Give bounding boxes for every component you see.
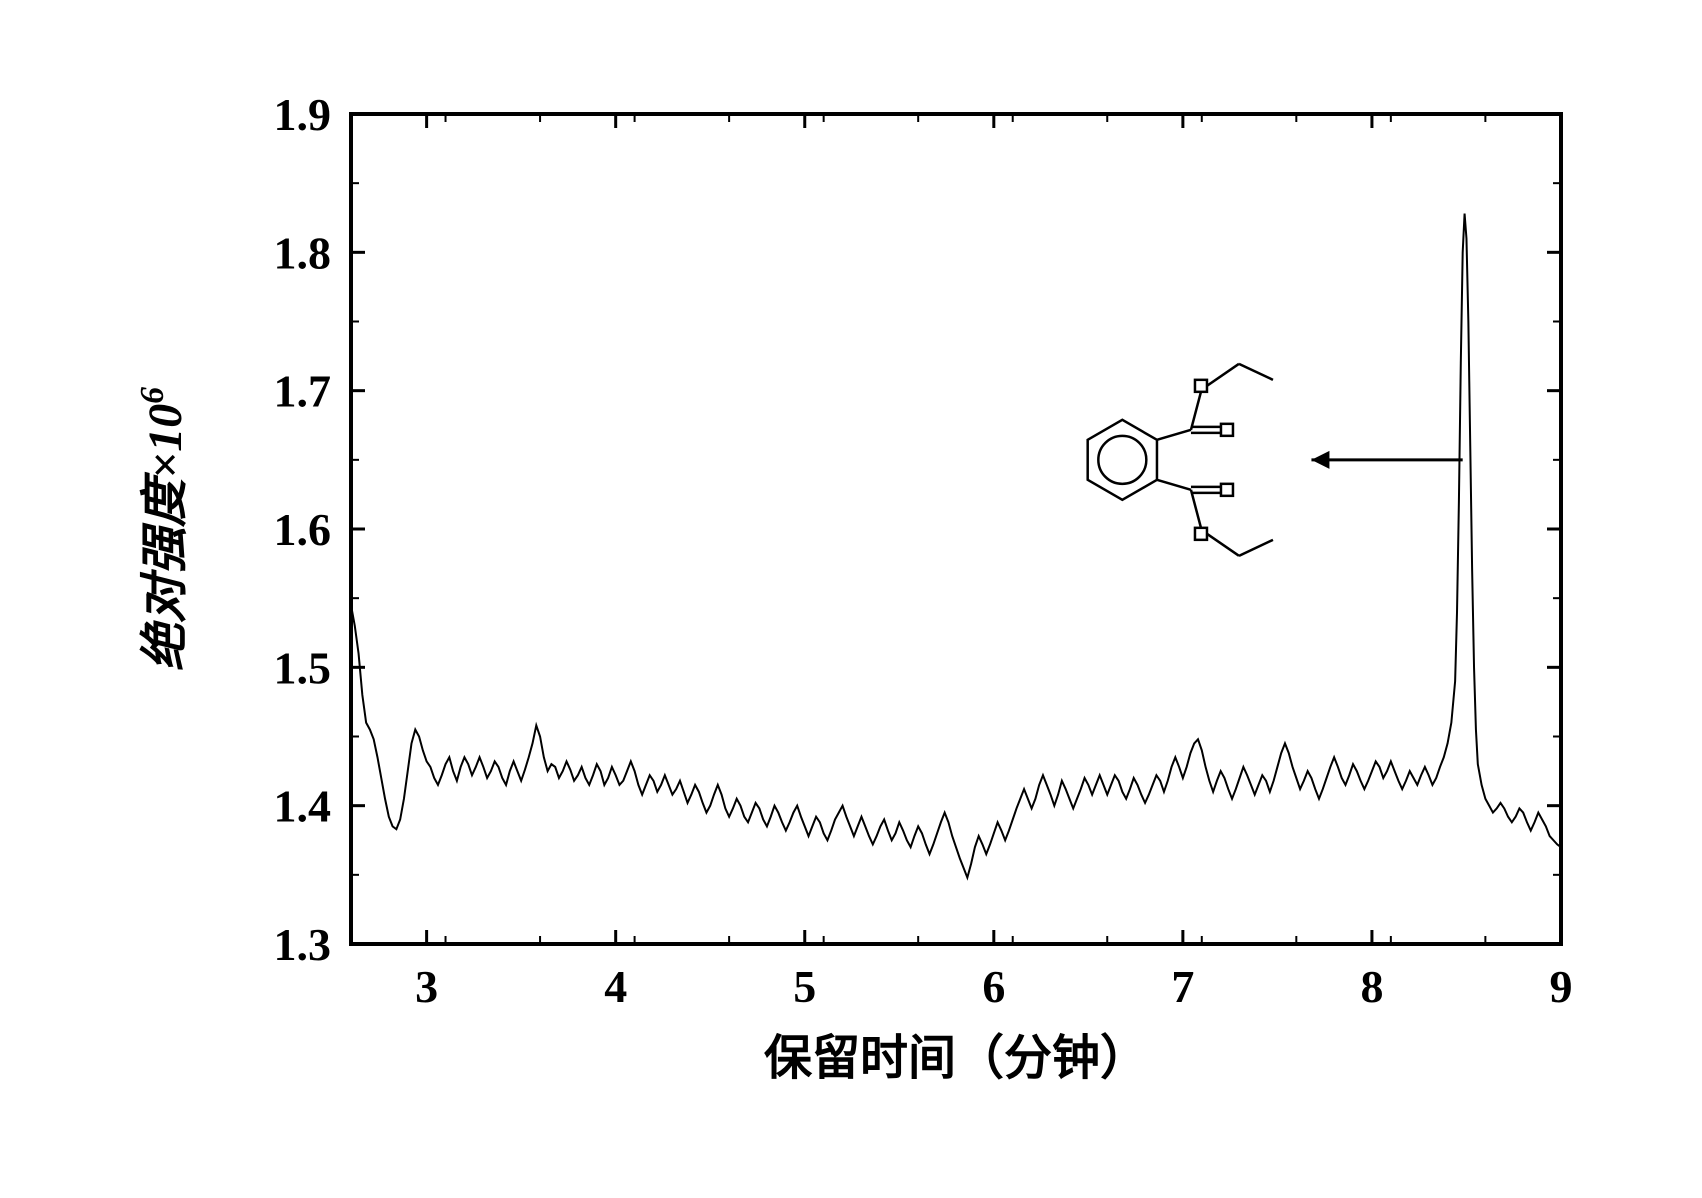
y-axis-label: 绝对强度×106	[134, 387, 193, 671]
y-tick-label: 1.4	[274, 781, 332, 832]
x-tick-label: 5	[793, 961, 816, 1012]
x-tick-label: 8	[1360, 961, 1383, 1012]
chromatogram-chart: 3 4 5 6 7 8 9 1.3 1.4 1.5 1.6 1.7 1.8 1.9 保留时间（分钟） 绝对强度…	[101, 74, 1601, 1124]
x-axis-label: 保留时间（分钟）	[764, 1032, 1148, 1085]
molecule-structure-icon	[1088, 364, 1273, 556]
x-tick-label: 6	[982, 961, 1005, 1012]
x-tick-label: 3	[415, 961, 438, 1012]
y-tick-label: 1.6	[274, 504, 332, 555]
plot-frame	[351, 114, 1561, 944]
x-tick-label: 9	[1550, 961, 1573, 1012]
x-tick-label: 4	[604, 961, 627, 1012]
y-tick-label: 1.9	[274, 89, 332, 140]
chart-svg: 3 4 5 6 7 8 9 1.3 1.4 1.5 1.6 1.7 1.8 1.9 保留时间（分钟） 绝对强度…	[101, 74, 1601, 1124]
chromatogram-trace	[351, 214, 1561, 878]
x-tick-label: 7	[1171, 961, 1194, 1012]
svg-text:绝对强度×106: 绝对强度×106	[134, 387, 193, 671]
y-tick-label: 1.5	[274, 642, 332, 693]
y-tick-label: 1.7	[274, 366, 332, 417]
y-tick-label: 1.8	[274, 227, 332, 278]
y-tick-label: 1.3	[274, 919, 332, 970]
